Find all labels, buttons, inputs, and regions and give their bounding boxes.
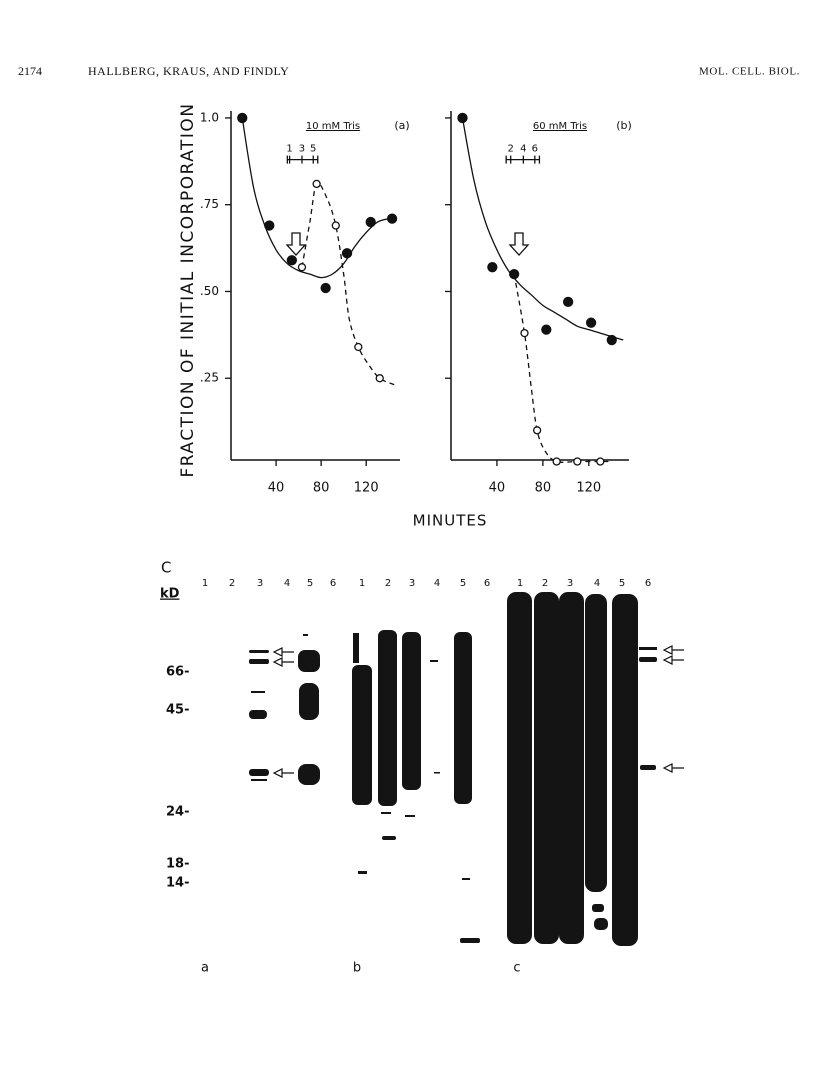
marker-label: 24- (166, 805, 190, 820)
lane-number: 4 (434, 578, 440, 589)
gel-figure: C kD 66- 45- 24- 18- 14- 1 2 3 4 5 6 1 2 3 4 5 6 1 2 3… (160, 559, 684, 976)
marker-label: 14- (166, 876, 190, 891)
bracket-label: 3 (299, 144, 305, 155)
gel-b-bands (352, 630, 480, 943)
filled-point (386, 213, 398, 224)
marker-label: 18- (166, 857, 190, 872)
fit-curve (461, 117, 624, 341)
filled-point (457, 112, 468, 124)
lane-number: 5 (460, 578, 466, 589)
marker-label: 45- (166, 703, 190, 718)
lane-number: 1 (202, 578, 208, 589)
open-point (331, 221, 340, 230)
lane-number: 3 (257, 578, 263, 589)
gel-sub-label: c (513, 961, 520, 976)
y-axis-label: FRACTION OF INITIAL INCORPORATION (178, 102, 198, 477)
lane-number: 2 (385, 578, 391, 589)
panel-title: 10 mM Tris (306, 121, 360, 132)
lane-number: 2 (229, 578, 235, 589)
plot-panel: .25 .50 .75 1.0 40 80 120 1 3 5 (200, 110, 400, 496)
lane-number: 3 (409, 578, 415, 589)
x-tick-label: 40 (268, 481, 285, 496)
lane-number: 5 (307, 578, 313, 589)
fit-curve (301, 182, 396, 386)
page-number: 2174 (18, 64, 42, 78)
bracket-label: 5 (310, 144, 316, 155)
filled-point (606, 334, 617, 346)
gel-c-bands (507, 592, 657, 946)
filled-point (264, 220, 275, 231)
open-point (312, 179, 321, 189)
open-point (354, 342, 363, 352)
lane-number: 5 (619, 578, 625, 589)
fit-curve (513, 274, 610, 463)
filled-point (320, 282, 331, 294)
bracket-label: 2 (508, 144, 514, 155)
x-tick-label: 120 (354, 481, 379, 496)
bracket-label: 4 (520, 144, 526, 155)
open-point (375, 374, 384, 383)
x-tick-label: 80 (313, 481, 330, 496)
y-tick-label: .25 (200, 371, 219, 385)
filled-point (562, 296, 574, 308)
open-point (520, 328, 529, 338)
panel-label: (a) (394, 119, 409, 132)
filled-point (541, 324, 552, 335)
open-point (552, 457, 561, 466)
lane-number: 4 (284, 578, 290, 589)
x-tick-label: 80 (535, 481, 552, 496)
gel-panel-label: C (161, 559, 171, 577)
lane-number: 4 (594, 578, 600, 589)
panel-title: 60 mM Tris (533, 121, 587, 132)
x-axis-label: MINUTES (413, 512, 488, 530)
addition-arrow (285, 232, 307, 256)
lane-number: 6 (645, 578, 651, 589)
plot-panel: 40 80 120 2 4 6 (445, 111, 629, 496)
filled-point (237, 112, 248, 124)
lane-numbers: 1 2 3 4 5 6 1 2 3 4 5 6 1 2 3 4 5 6 (202, 578, 651, 589)
open-point (297, 263, 307, 272)
lane-number: 1 (517, 578, 523, 589)
gel-sub-label: b (353, 961, 361, 976)
charts: .25 .50 .75 1.0 40 80 120 1 3 5 40 80 120 2 4 6 (200, 110, 629, 496)
lane-number: 1 (359, 578, 365, 589)
bracket-label: 1 (286, 144, 292, 155)
lane-number: 3 (567, 578, 573, 589)
panel-label: (b) (616, 119, 632, 132)
y-tick-label: .50 (200, 284, 219, 298)
filled-point (286, 255, 297, 266)
filled-point (585, 317, 597, 328)
filled-point (509, 268, 520, 280)
filled-point (365, 216, 376, 228)
journal-name: MOL. CELL. BIOL. (699, 66, 800, 78)
filled-point (341, 248, 353, 259)
gel-unit: kD (160, 587, 180, 602)
band-arrows (272, 645, 684, 778)
addition-arrow (508, 232, 530, 256)
lane-number: 6 (330, 578, 336, 589)
running-authors: HALLBERG, KRAUS, AND FINDLY (88, 64, 289, 78)
fit-curve (241, 117, 389, 279)
gel-sub-label: a (201, 961, 209, 976)
y-tick-label: 1.0 (200, 110, 219, 124)
filled-point (487, 262, 498, 273)
x-tick-label: 40 (489, 481, 506, 496)
bracket-label: 6 (532, 144, 538, 155)
open-point (573, 457, 582, 466)
marker-label: 66- (166, 665, 190, 680)
y-tick-label: .75 (200, 197, 219, 211)
lane-number: 6 (484, 578, 490, 589)
open-point (596, 457, 605, 466)
open-point (532, 426, 542, 435)
x-tick-label: 120 (576, 481, 601, 496)
lane-number: 2 (542, 578, 548, 589)
gel-a-bands (249, 634, 320, 785)
